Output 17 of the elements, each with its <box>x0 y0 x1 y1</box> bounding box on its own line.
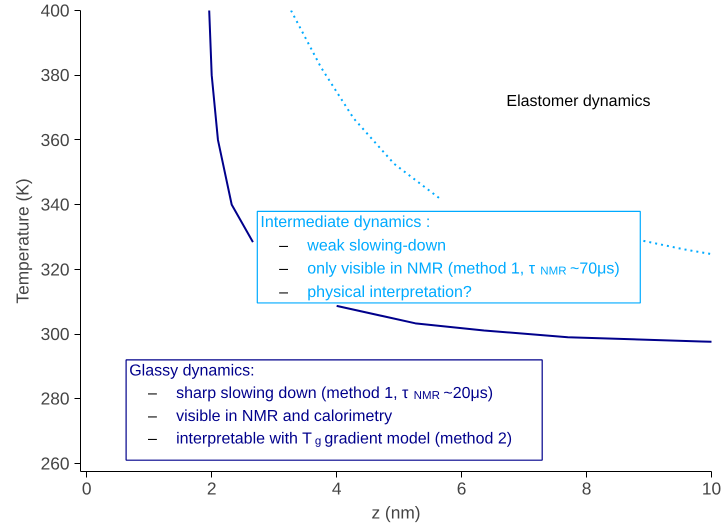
y-tick-label: 380 <box>40 65 70 86</box>
annotation: Elastomer dynamics <box>506 93 650 110</box>
x-axis-title: z (nm) <box>371 502 421 522</box>
x-tick-label: 4 <box>332 478 342 498</box>
y-tick-label: 260 <box>40 453 70 474</box>
y-tick-label: 400 <box>40 0 70 20</box>
x-tick-label: 6 <box>456 478 466 498</box>
y-tick-label: 340 <box>40 194 70 215</box>
y-tick-label: 280 <box>40 388 70 409</box>
x-tick-label: 10 <box>702 478 721 498</box>
y-axis-title: Temperature (K) <box>12 178 33 304</box>
x-tick-label: 0 <box>82 478 92 498</box>
y-tick-label: 300 <box>40 324 70 344</box>
y-tick-label: 360 <box>40 130 70 150</box>
y-tick-label: 320 <box>40 259 70 280</box>
x-tick-label: 2 <box>206 478 217 498</box>
x-tick-label: 8 <box>582 478 592 498</box>
